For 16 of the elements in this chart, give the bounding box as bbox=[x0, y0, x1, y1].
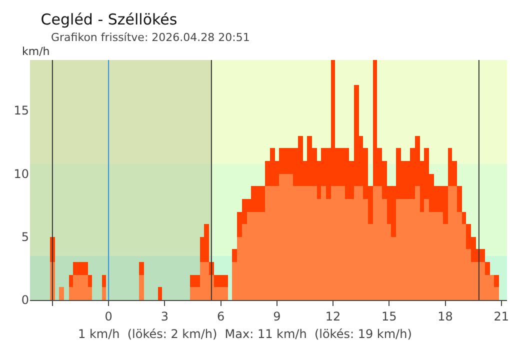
x-tick-label: 18 bbox=[438, 309, 453, 324]
x-tick-label: 6 bbox=[216, 309, 225, 324]
y-tick-label: 15 bbox=[14, 104, 29, 118]
y-tick-label: 5 bbox=[21, 230, 29, 244]
y-tick-label: 0 bbox=[21, 293, 29, 308]
text: 1 km/h (lökés: 2 km/h) Max: 11 km/h (lökés: 19 km/h) bbox=[78, 327, 412, 341]
x-tick-label: 21 bbox=[494, 309, 510, 324]
x-tick-label: 9 bbox=[273, 309, 281, 324]
x-tick-label: 12 bbox=[325, 309, 341, 324]
chart-title: Cegléd - Széllökés bbox=[40, 10, 178, 28]
x-tick-label: 3 bbox=[160, 309, 168, 324]
x-tick-label: 0 bbox=[104, 309, 112, 324]
y-tick-label: 10 bbox=[14, 166, 29, 181]
x-tick-label: 15 bbox=[382, 309, 397, 324]
y-axis-title: km/h bbox=[22, 45, 50, 58]
chart-subtitle: Grafikon frissítve: 2026.04.28 20:51 bbox=[51, 31, 250, 44]
